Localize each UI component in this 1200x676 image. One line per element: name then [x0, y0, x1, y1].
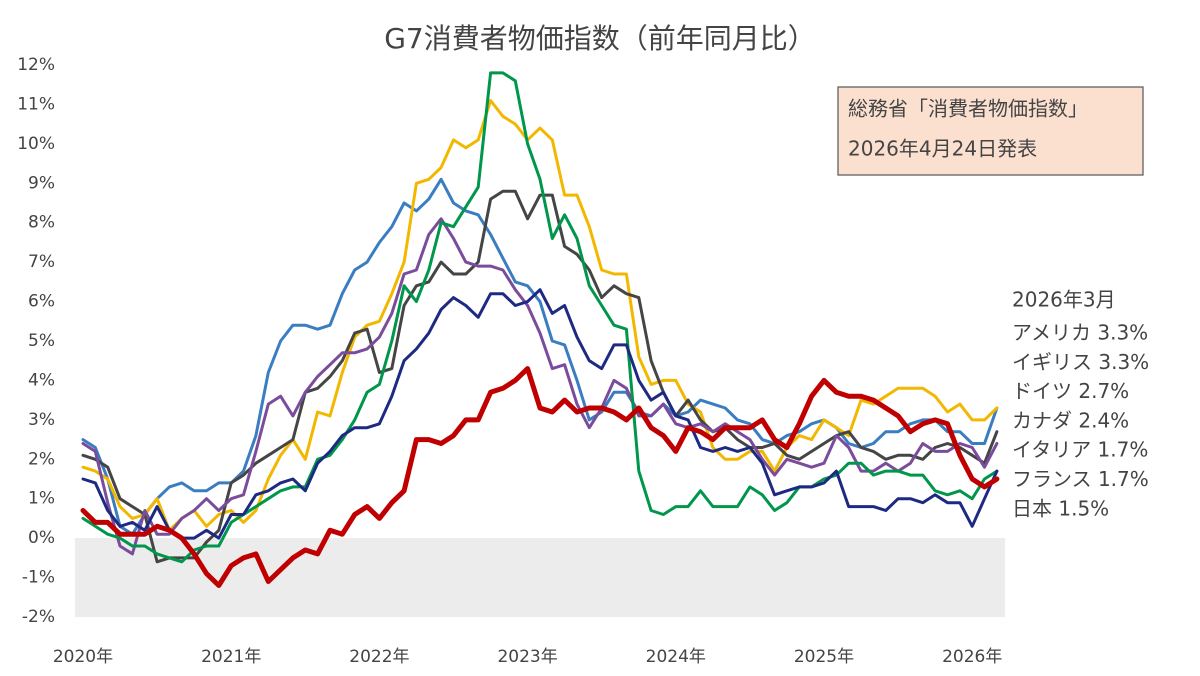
- series-line: [81, 217, 999, 556]
- legend-entry: フランス 1.7%: [1012, 467, 1149, 491]
- x-tick-label: 2024年: [646, 647, 706, 667]
- y-tick-label: -1%: [22, 568, 55, 588]
- series-line: [81, 288, 999, 540]
- legend-entry: イタリア 1.7%: [1012, 438, 1148, 462]
- y-tick-label: 9%: [28, 173, 55, 193]
- x-tick-label: 2025年: [794, 647, 854, 667]
- y-tick-label: 11%: [17, 94, 55, 114]
- x-tick-label: 2022年: [349, 647, 409, 667]
- x-tick-label: 2020年: [53, 647, 113, 667]
- y-tick-label: -2%: [22, 607, 55, 627]
- series-line: [81, 189, 999, 564]
- legend-title: 2026年3月: [1012, 288, 1116, 312]
- annotation-box: [837, 86, 1144, 176]
- x-tick-label: 2023年: [497, 647, 557, 667]
- annotation: 総務省「消費者物価指数」: [848, 97, 1088, 121]
- y-tick-label: 3%: [28, 410, 55, 430]
- legend-entry: カナダ 2.4%: [1012, 408, 1129, 432]
- y-tick-label: 0%: [28, 528, 55, 548]
- series-line: [80, 366, 1000, 588]
- y-tick-label: 6%: [28, 292, 55, 312]
- plot-area: [75, 71, 1005, 617]
- y-tick-label: 12%: [17, 55, 55, 75]
- legend-entry: アメリカ 3.3%: [1012, 321, 1148, 345]
- y-tick-label: 4%: [28, 370, 55, 390]
- y-tick-label: 1%: [28, 489, 55, 509]
- y-tick-label: 10%: [17, 134, 55, 154]
- y-tick-label: 8%: [28, 213, 55, 233]
- legend-entry: イギリス 3.3%: [1012, 350, 1149, 374]
- series-line: [81, 71, 999, 564]
- negative-region: [75, 538, 1005, 617]
- y-tick-label: 5%: [28, 331, 55, 351]
- legend-entry: ドイツ 2.7%: [1012, 379, 1129, 403]
- y-tick-label: 7%: [28, 252, 55, 272]
- x-tick-label: 2021年: [201, 647, 261, 667]
- chart-title: G7消費者物価指数（前年同月比）: [384, 22, 816, 55]
- legend-entry: 日本 1.5%: [1012, 496, 1109, 520]
- x-tick-label: 2026年: [942, 647, 1002, 667]
- annotation: 2026年4月24日発表: [848, 137, 1037, 161]
- y-tick-label: 2%: [28, 449, 55, 469]
